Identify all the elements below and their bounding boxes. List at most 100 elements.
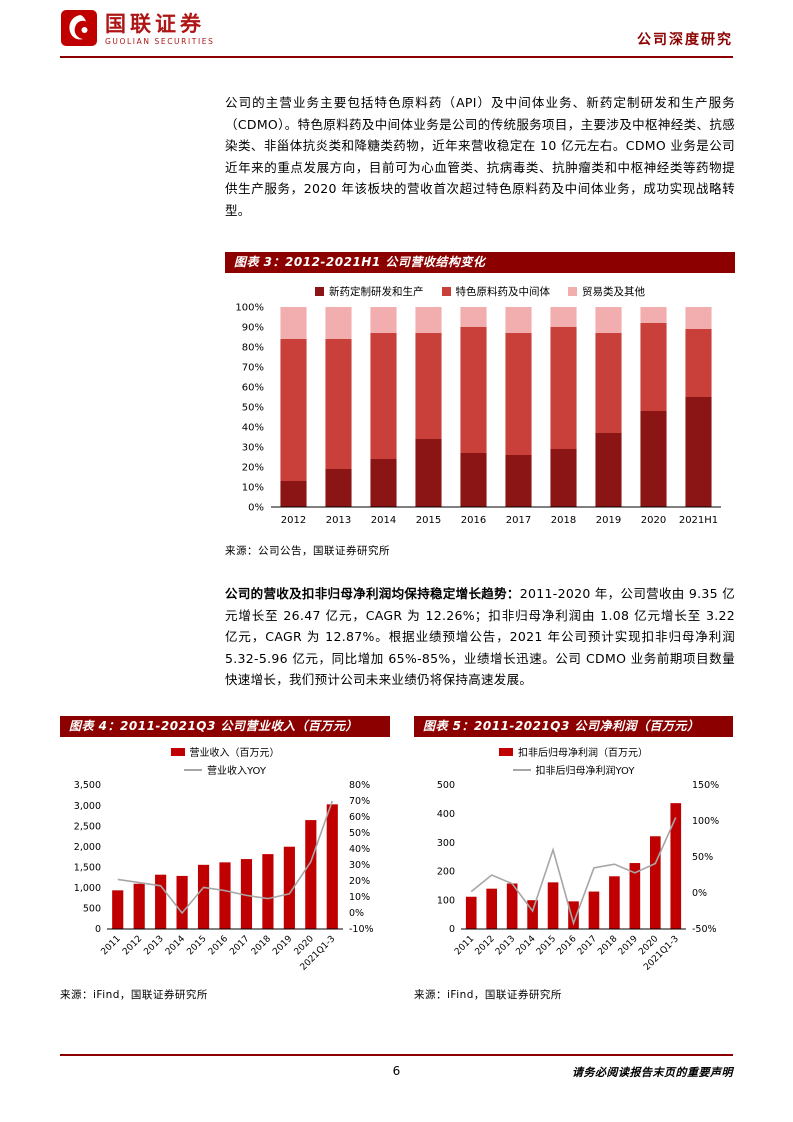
svg-text:60%: 60%	[242, 383, 264, 394]
line-legend-swatch-icon	[184, 768, 202, 771]
svg-text:2021H1: 2021H1	[679, 515, 718, 526]
brand-name-cn: 国联证券	[105, 12, 205, 37]
svg-text:1,000: 1,000	[74, 883, 101, 894]
svg-text:2013: 2013	[494, 934, 517, 957]
revenue-structure-stacked-chart: 0% 10% 20% 30% 40% 50% 60% 70% 80% 90% 100% 2012 201…	[235, 303, 721, 526]
svg-text:-10%: -10%	[349, 924, 374, 935]
brand-logo: 国联证券 GUOLIAN SECURITIES	[60, 9, 214, 51]
svg-text:2012: 2012	[281, 515, 306, 526]
svg-text:80%: 80%	[349, 780, 370, 791]
svg-text:200: 200	[437, 867, 455, 878]
svg-text:90%: 90%	[242, 323, 264, 334]
svg-text:2012: 2012	[121, 934, 144, 957]
svg-text:2,000: 2,000	[74, 842, 101, 853]
paragraph-2-rest: 2011-2020 年，公司营收由 9.35 亿元增长至 26.47 亿元，CA…	[225, 586, 735, 687]
doc-type-label: 公司深度研究	[637, 32, 733, 48]
svg-text:2017: 2017	[228, 934, 251, 957]
svg-text:2019: 2019	[596, 515, 621, 526]
svg-text:100: 100	[437, 895, 455, 906]
svg-text:0: 0	[95, 924, 101, 935]
svg-text:2011: 2011	[100, 934, 123, 957]
svg-text:100%: 100%	[692, 816, 719, 827]
figure-4-source: 来源：iFind，国联证券研究所	[60, 989, 208, 1001]
legend-swatch-icon	[441, 287, 451, 296]
svg-text:2013: 2013	[326, 515, 351, 526]
svg-text:2019: 2019	[617, 934, 640, 957]
legend-label: 营业收入YOY	[207, 766, 266, 777]
legend-item: 扣非后归母净利润（百万元）	[499, 744, 648, 759]
svg-text:2017: 2017	[506, 515, 531, 526]
svg-text:2014: 2014	[514, 934, 537, 957]
legend-label: 扣非后归母净利润（百万元）	[518, 748, 648, 759]
body-paragraph-1: 公司的主营业务主要包括特色原料药（API）及中间体业务、新药定制研发和生产服务（…	[225, 95, 735, 218]
figure-5-source: 来源：iFind，国联证券研究所	[414, 989, 562, 1001]
svg-text:1,500: 1,500	[74, 862, 101, 873]
svg-text:2014: 2014	[164, 934, 187, 957]
footer-disclaimer: 请务必阅读报告末页的重要声明	[572, 1066, 733, 1079]
svg-text:2018: 2018	[250, 934, 273, 957]
figure-5: 图表 5：2011-2021Q3 公司净利润（百万元） 扣非后归母净利润（百万元…	[414, 716, 733, 1002]
svg-text:40%: 40%	[349, 844, 370, 855]
svg-text:10%: 10%	[349, 892, 370, 903]
svg-text:2011: 2011	[453, 934, 476, 957]
figure-5-legend: 扣非后归母净利润（百万元） 扣非后归母净利润YOY	[414, 744, 733, 777]
figure-4-title: 图表 4：2011-2021Q3 公司营业收入（百万元）	[60, 716, 390, 737]
svg-text:20%: 20%	[242, 463, 264, 474]
operating-revenue-chart: 0 500 1,000 1,500 2,000 2,500 3,000 3,500 -10% 0%…	[74, 780, 374, 973]
figure-row: 图表 4：2011-2021Q3 公司营业收入（百万元） 营业收入（百万元） 营…	[60, 716, 733, 1002]
svg-text:30%: 30%	[242, 443, 264, 454]
legend-label: 新药定制研发和生产	[329, 286, 424, 298]
svg-text:2019: 2019	[271, 934, 294, 957]
figure-3-source: 来源：公司公告，国联证券研究所	[225, 545, 390, 557]
report-footer: 6 请务必阅读报告末页的重要声明	[60, 1054, 733, 1088]
svg-text:10%: 10%	[242, 483, 264, 494]
bar-legend-swatch-icon	[499, 747, 513, 756]
svg-text:70%: 70%	[349, 796, 370, 807]
svg-text:50%: 50%	[349, 828, 370, 839]
svg-text:2015: 2015	[185, 934, 208, 957]
legend-item: 扣非后归母净利润YOY	[512, 762, 635, 777]
svg-text:3,000: 3,000	[74, 801, 101, 812]
figure-3-title: 图表 3：2012-2021H1 公司营收结构变化	[225, 252, 735, 273]
svg-text:80%: 80%	[242, 343, 264, 354]
svg-text:30%: 30%	[349, 860, 370, 871]
figure-5-title: 图表 5：2011-2021Q3 公司净利润（百万元）	[414, 716, 733, 737]
svg-text:3,500: 3,500	[74, 780, 101, 791]
svg-text:0%: 0%	[692, 888, 707, 899]
svg-text:2012: 2012	[474, 934, 497, 957]
legend-swatch-icon	[315, 287, 324, 296]
svg-text:0: 0	[449, 924, 455, 935]
svg-text:0%: 0%	[248, 503, 264, 514]
svg-text:2015: 2015	[416, 515, 441, 526]
figure-3: 图表 3：2012-2021H1 公司营收结构变化 新药定制研发和生产 特色原料…	[225, 252, 735, 558]
guolian-logo-icon	[60, 9, 98, 51]
legend-item: 营业收入YOY	[184, 762, 266, 777]
legend-item: 新药定制研发和生产	[315, 284, 424, 299]
page-number: 6	[392, 1064, 401, 1078]
svg-text:2018: 2018	[596, 934, 619, 957]
line-legend-swatch-icon	[512, 768, 531, 771]
brand-name-en: GUOLIAN SECURITIES	[105, 37, 215, 47]
svg-text:2,500: 2,500	[74, 821, 101, 832]
svg-text:2016: 2016	[207, 934, 230, 957]
svg-text:2020: 2020	[641, 515, 666, 526]
svg-text:2013: 2013	[142, 934, 165, 957]
figure-4: 图表 4：2011-2021Q3 公司营业收入（百万元） 营业收入（百万元） 营…	[60, 716, 390, 1002]
svg-text:0%: 0%	[349, 908, 364, 919]
svg-text:300: 300	[437, 838, 455, 849]
svg-text:2016: 2016	[461, 515, 486, 526]
legend-label: 贸易类及其他	[582, 286, 645, 298]
bar-legend-swatch-icon	[170, 747, 185, 756]
legend-item: 特色原料药及中间体	[441, 284, 550, 299]
svg-text:50%: 50%	[692, 852, 713, 863]
svg-text:40%: 40%	[242, 423, 264, 434]
legend-item: 营业收入（百万元）	[170, 744, 280, 759]
svg-text:60%: 60%	[349, 812, 370, 823]
legend-label: 扣非后归母净利润YOY	[535, 766, 635, 777]
body-paragraph-2: 公司的营收及扣非归母净利润均保持稳定增长趋势：2011-2020 年，公司营收由…	[225, 583, 735, 691]
svg-text:500: 500	[83, 904, 101, 915]
legend-item: 贸易类及其他	[568, 284, 645, 299]
net-profit-chart: 0100200300400500-50%0%50%100%150%2011201…	[437, 780, 719, 973]
svg-text:2014: 2014	[371, 515, 396, 526]
